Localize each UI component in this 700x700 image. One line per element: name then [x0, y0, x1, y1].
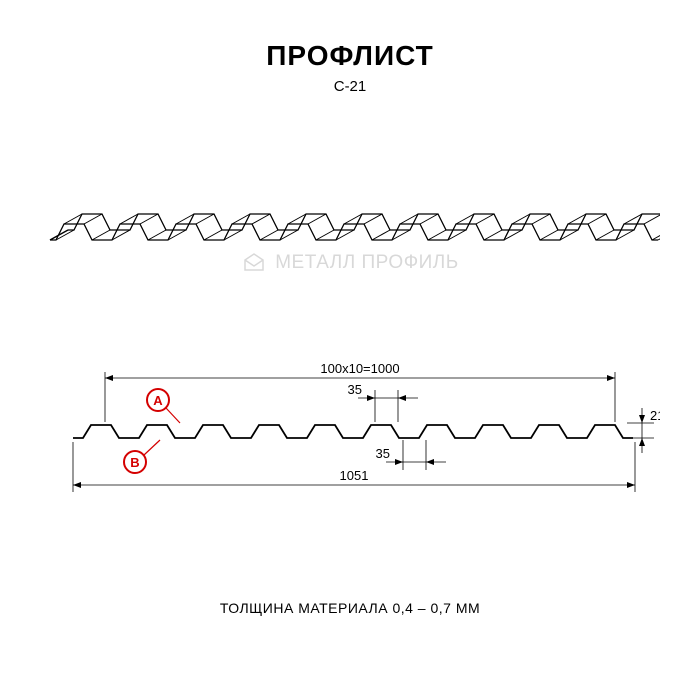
isometric-view — [40, 150, 660, 270]
dim-valley-label: 35 — [376, 446, 390, 461]
dim-top-width-label: 100x10=1000 — [320, 361, 399, 376]
dim-valley-width: 35 — [376, 440, 446, 470]
dim-bottom-width-label: 1051 — [340, 468, 369, 483]
dim-height-label: 21 — [650, 408, 660, 423]
footer-text: ТОЛЩИНА МАТЕРИАЛА 0,4 – 0,7 ММ — [0, 600, 700, 616]
marker-a-label: A — [153, 393, 163, 408]
dim-crest-width: 35 — [348, 382, 418, 422]
marker-b-label: B — [130, 455, 139, 470]
profile-cross-section — [73, 425, 633, 438]
page-title: ПРОФЛИСТ — [0, 40, 700, 72]
marker-b: B — [124, 440, 160, 473]
cross-section-view: 100x10=1000 35 35 — [40, 350, 660, 520]
dim-crest-label: 35 — [348, 382, 362, 397]
dim-bottom-width: 1051 — [73, 442, 635, 492]
marker-a: A — [147, 389, 180, 423]
dim-height: 21 — [627, 408, 660, 453]
model-code: С-21 — [0, 78, 700, 95]
